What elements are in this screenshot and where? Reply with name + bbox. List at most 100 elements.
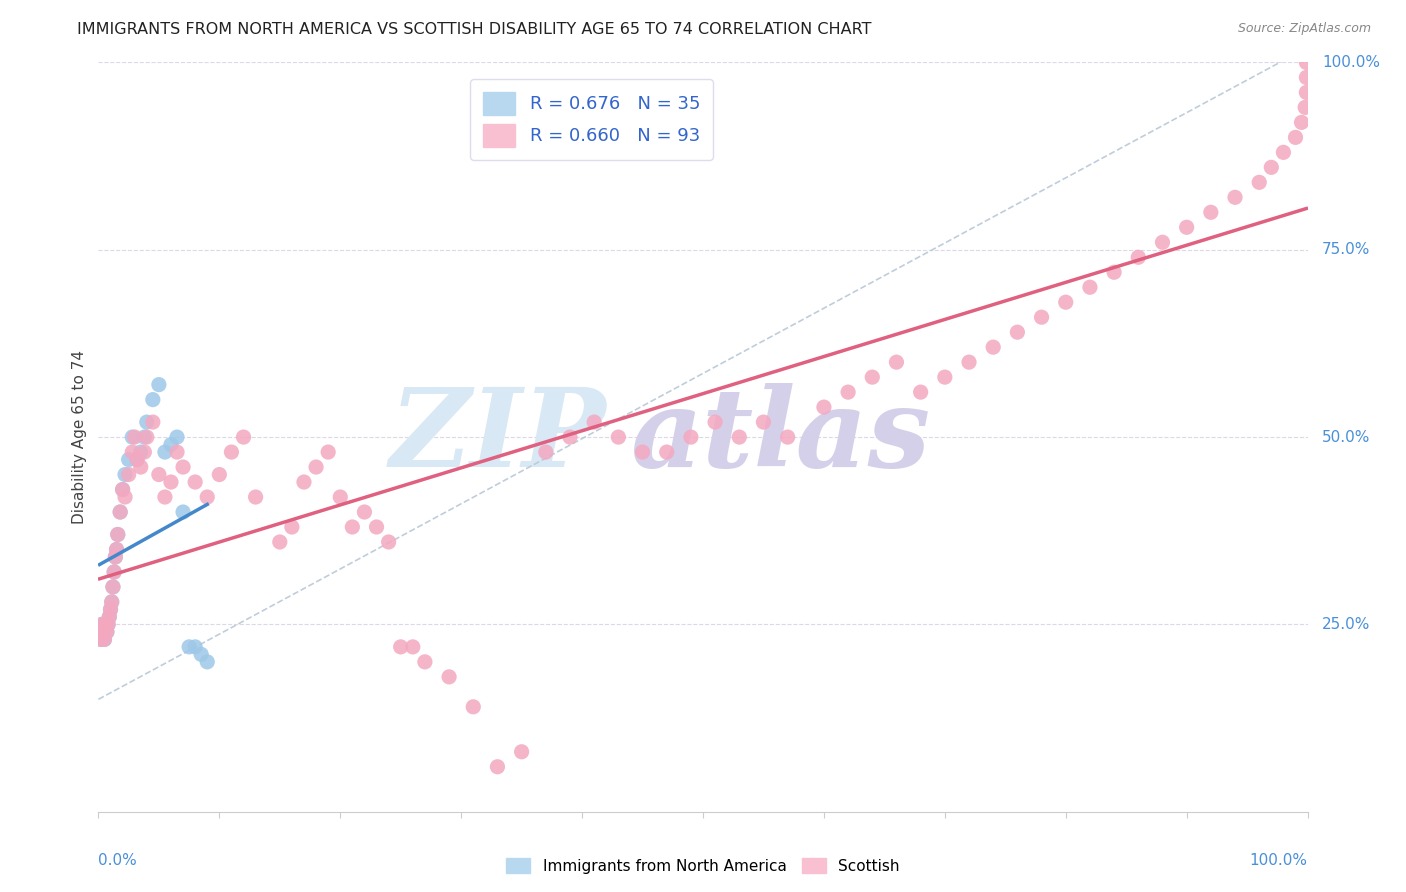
Point <box>1102 265 1125 279</box>
Point <box>1295 70 1317 85</box>
Point <box>184 475 207 489</box>
Point <box>129 460 152 475</box>
Point <box>94 617 117 632</box>
Text: 25.0%: 25.0% <box>1322 617 1371 632</box>
Point <box>1078 280 1101 294</box>
Point <box>232 430 254 444</box>
Point <box>114 490 136 504</box>
Text: ZIP: ZIP <box>389 384 606 491</box>
Point <box>353 505 375 519</box>
Point <box>1249 175 1271 189</box>
Point <box>108 505 131 519</box>
Point <box>776 430 799 444</box>
Point <box>316 445 339 459</box>
Legend: Immigrants from North America, Scottish: Immigrants from North America, Scottish <box>501 852 905 880</box>
Y-axis label: Disability Age 65 to 74: Disability Age 65 to 74 <box>72 350 87 524</box>
Point <box>134 445 156 459</box>
Point <box>910 385 932 400</box>
Point <box>91 617 114 632</box>
Point <box>111 483 134 497</box>
Point <box>437 670 460 684</box>
Point <box>135 430 157 444</box>
Point <box>93 632 115 647</box>
Point <box>135 415 157 429</box>
Point <box>281 520 304 534</box>
Point <box>366 520 388 534</box>
Point <box>129 445 152 459</box>
Point <box>111 483 134 497</box>
Point <box>93 632 115 647</box>
Point <box>105 542 128 557</box>
Point <box>91 624 114 639</box>
Point <box>101 580 124 594</box>
Point <box>607 430 630 444</box>
Point <box>190 648 212 662</box>
Point <box>100 602 122 616</box>
Point <box>1175 220 1198 235</box>
Point <box>100 602 122 616</box>
Point <box>90 632 112 647</box>
Point <box>153 445 176 459</box>
Point <box>1054 295 1077 310</box>
Point <box>292 475 315 489</box>
Point <box>100 595 122 609</box>
Point <box>1291 115 1313 129</box>
Point <box>166 430 188 444</box>
Point <box>1152 235 1174 250</box>
Point <box>463 699 485 714</box>
Point <box>534 445 557 459</box>
Point <box>118 467 141 482</box>
Point <box>107 527 129 541</box>
Text: 75.0%: 75.0% <box>1322 243 1371 257</box>
Point <box>1223 190 1246 204</box>
Point <box>655 445 678 459</box>
Point <box>100 595 122 609</box>
Point <box>269 535 291 549</box>
Point <box>413 655 436 669</box>
Point <box>90 632 112 647</box>
Point <box>153 490 176 504</box>
Point <box>101 580 124 594</box>
Point <box>103 565 125 579</box>
Point <box>837 385 859 400</box>
Text: 50.0%: 50.0% <box>1322 430 1371 444</box>
Point <box>97 617 120 632</box>
Point <box>329 490 352 504</box>
Point <box>91 624 114 639</box>
Point <box>97 617 120 632</box>
Point <box>377 535 399 549</box>
Point <box>704 415 727 429</box>
Point <box>1294 100 1316 114</box>
Point <box>96 624 118 639</box>
Point <box>160 475 183 489</box>
Point <box>981 340 1004 354</box>
Point <box>679 430 702 444</box>
Point <box>752 415 775 429</box>
Point <box>245 490 267 504</box>
Point <box>142 415 165 429</box>
Point <box>957 355 980 369</box>
Point <box>631 445 654 459</box>
Point <box>89 624 111 639</box>
Point <box>96 624 118 639</box>
Point <box>1007 325 1029 339</box>
Point <box>134 430 156 444</box>
Point <box>142 392 165 407</box>
Point <box>1284 130 1306 145</box>
Point <box>402 640 425 654</box>
Point <box>124 430 146 444</box>
Point <box>121 445 143 459</box>
Point <box>510 745 533 759</box>
Point <box>1031 310 1053 325</box>
Point <box>221 445 243 459</box>
Point <box>104 549 127 564</box>
Point <box>105 542 128 557</box>
Point <box>108 505 131 519</box>
Point <box>89 624 111 639</box>
Point <box>1295 55 1317 70</box>
Point <box>94 617 117 632</box>
Point <box>1272 145 1295 160</box>
Point <box>104 549 127 564</box>
Point <box>342 520 364 534</box>
Point <box>583 415 606 429</box>
